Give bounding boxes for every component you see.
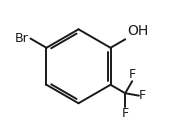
Text: OH: OH: [127, 24, 148, 38]
Text: F: F: [139, 89, 146, 102]
Text: F: F: [129, 68, 136, 81]
Text: Br: Br: [15, 32, 29, 45]
Text: F: F: [122, 107, 129, 120]
